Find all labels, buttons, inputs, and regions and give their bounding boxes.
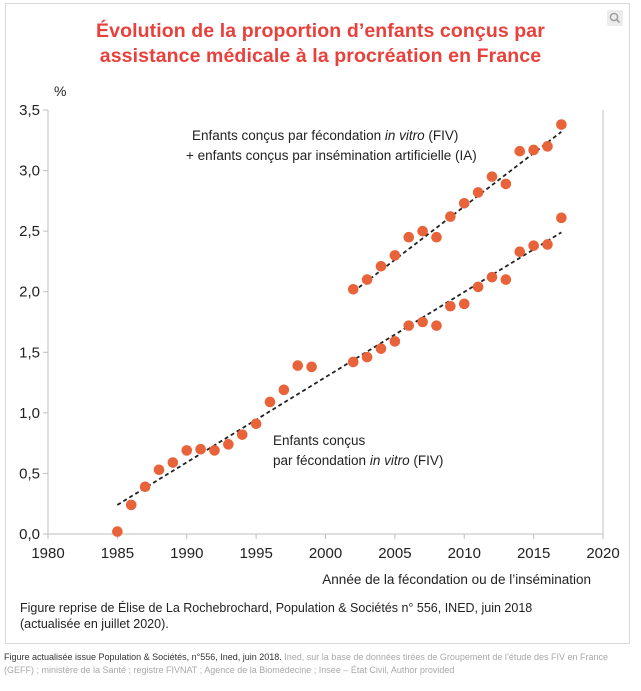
data-point-series-1 [181, 445, 193, 456]
x-tick-label: 2020 [586, 545, 619, 562]
data-point-series-1 [375, 343, 387, 354]
data-point-series-2 [542, 141, 553, 152]
figure-note: Figure reprise de Élise de La Rochebroch… [20, 600, 610, 632]
data-point-series-1 [139, 481, 151, 493]
data-point-series-1 [431, 320, 442, 331]
data-point-series-1 [112, 526, 123, 537]
data-point-series-1 [264, 396, 276, 408]
fiv-series-label-line-1: Enfants conçus [273, 433, 366, 448]
data-point-series-1 [528, 240, 539, 251]
data-point-series-2 [417, 225, 428, 237]
figure-frame [5, 3, 630, 644]
data-point-series-1 [486, 271, 498, 283]
image-caption: Figure actualisée issue Population & Soc… [4, 651, 629, 677]
data-point-series-1 [500, 274, 512, 285]
x-tick-label: 1980 [31, 545, 64, 562]
data-point-series-1 [361, 351, 373, 363]
data-point-series-1 [417, 316, 428, 328]
x-tick-label: 2005 [378, 545, 411, 562]
data-point-series-2 [389, 250, 401, 261]
data-point-series-2 [347, 283, 359, 295]
data-point-series-1 [167, 457, 179, 468]
data-point-series-1 [472, 281, 484, 293]
data-point-series-2 [431, 231, 442, 243]
data-point-series-1 [195, 443, 206, 455]
y-tick-label: 1,5 [19, 344, 40, 361]
zoom-icon[interactable] [607, 10, 623, 26]
data-point-series-2 [556, 119, 567, 130]
data-point-series-1 [556, 212, 567, 224]
figure-note-line-1: Figure reprise de Élise de La Rochebroch… [20, 601, 533, 615]
y-tick-label: 2,0 [19, 284, 40, 301]
x-tick-label: 2015 [517, 545, 550, 562]
data-point-series-1 [125, 499, 137, 511]
data-point-series-1 [389, 336, 401, 347]
data-point-series-2 [403, 231, 415, 243]
data-point-series-2 [445, 211, 456, 222]
y-axis-label: % [54, 83, 66, 99]
fiv-series-label-line-2: par fécondation in vitro (FIV) [273, 453, 443, 468]
data-point-series-1 [347, 356, 359, 368]
data-point-series-2 [514, 145, 526, 157]
data-point-series-1 [542, 239, 553, 250]
data-point-series-2 [361, 274, 373, 285]
data-point-series-1 [292, 360, 304, 371]
data-point-series-2 [500, 178, 512, 190]
y-tick-label: 3,0 [19, 163, 40, 180]
trend-line-series-2 [352, 131, 562, 293]
y-tick-label: 3,5 [19, 102, 40, 119]
data-point-series-1 [514, 246, 526, 258]
data-point-series-1 [223, 439, 234, 450]
data-point-series-2 [375, 260, 387, 272]
data-point-series-1 [403, 320, 415, 331]
x-axis-label: Année de la fécondation ou de l’insémina… [322, 572, 591, 587]
fiv-ia-series-label-line-1: Enfants conçus par fécondation in vitro … [192, 128, 458, 143]
data-point-series-2 [486, 171, 498, 182]
x-tick-label: 2000 [309, 545, 342, 562]
data-point-series-1 [250, 418, 262, 430]
data-point-series-1 [209, 445, 220, 456]
x-tick-label: 2010 [448, 545, 481, 562]
figure-note-line-2: (actualisée en juillet 2020). [20, 617, 169, 631]
data-point-series-1 [306, 361, 317, 373]
scatter-chart: 0,0 0,5 1,0 1,5 2,0 2,5 3,0 3,5 1980 1985 1990 1995… [19, 83, 620, 587]
data-point-series-2 [472, 187, 484, 198]
caption-main-text: Figure actualisée issue Population & Soc… [4, 652, 282, 662]
y-tick-label: 1,0 [19, 405, 40, 422]
data-point-series-2 [458, 197, 470, 209]
caption-source-text: Ined, sur la base de données tirées de G… [4, 652, 608, 675]
y-tick-label: 2,5 [19, 223, 40, 240]
data-point-series-1 [278, 384, 290, 396]
x-tick-label: 1995 [239, 545, 272, 562]
data-point-series-1 [445, 300, 456, 312]
data-point-series-1 [458, 298, 470, 310]
x-tick-label: 1985 [101, 545, 134, 562]
data-point-series-1 [236, 429, 248, 440]
x-tick-label: 1990 [170, 545, 203, 562]
fiv-ia-series-label-line-2: + enfants conçus par insémination artifi… [186, 148, 477, 163]
chart-title-line-2: assistance médicale à la procréation en … [99, 45, 542, 67]
y-tick-label: 0,0 [19, 526, 40, 543]
data-point-series-2 [528, 144, 539, 156]
y-tick-label: 0,5 [19, 465, 40, 482]
chart-title-line-1: Évolution de la proportion d’enfants con… [96, 20, 545, 42]
data-point-series-1 [153, 464, 165, 476]
